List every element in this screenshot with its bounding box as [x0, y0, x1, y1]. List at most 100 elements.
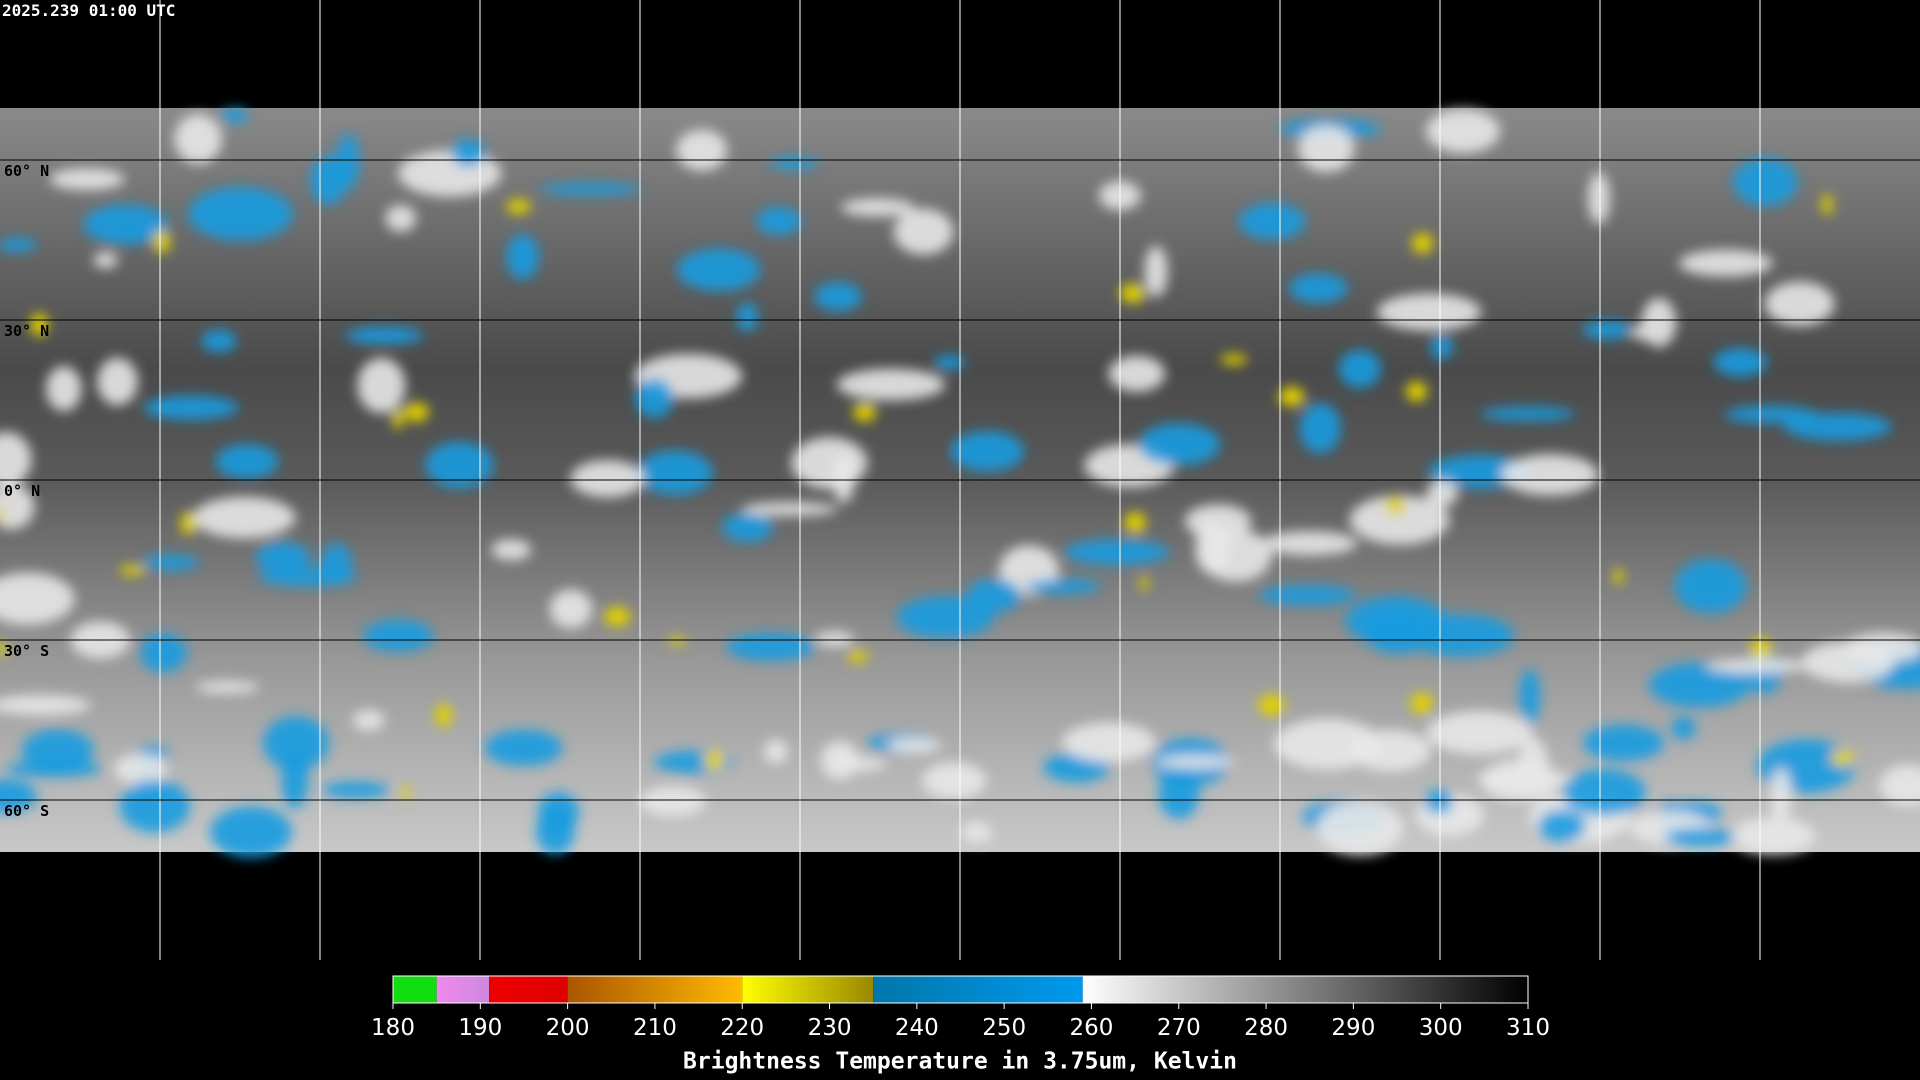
cloud — [1844, 632, 1920, 663]
cloud — [451, 138, 486, 167]
cold-cloud-top — [1278, 386, 1305, 407]
cloud — [676, 248, 761, 292]
cloud — [1426, 480, 1458, 507]
cloud — [119, 779, 191, 833]
cloud — [21, 729, 94, 771]
cloud — [1425, 109, 1501, 154]
cloud — [756, 206, 802, 235]
cloud — [1376, 293, 1482, 331]
cloud — [321, 781, 390, 798]
cloud — [255, 541, 311, 574]
cloud — [1783, 412, 1892, 441]
colorbar-tick-label: 210 — [633, 1015, 677, 1041]
colorbar-tick-label: 250 — [982, 1015, 1026, 1041]
cloud-layer — [0, 108, 1920, 858]
cloud — [1273, 718, 1381, 770]
timestamp: 2025.239 01:00 UTC — [2, 1, 175, 20]
colorbar-tick-label: 290 — [1331, 1015, 1375, 1041]
cloud — [220, 108, 249, 123]
cloud — [1588, 172, 1610, 225]
cold-cloud-top — [1410, 692, 1433, 715]
cloud — [345, 326, 424, 345]
cloud — [769, 157, 818, 170]
cloud — [49, 168, 125, 191]
cloud — [484, 729, 563, 767]
colorbar-tick-label: 230 — [808, 1015, 852, 1041]
cold-cloud-top — [392, 408, 403, 430]
cloud — [201, 329, 237, 353]
colorbar-segment — [567, 976, 743, 1003]
cloud — [1297, 125, 1355, 173]
cloud — [1338, 349, 1382, 388]
colorbar-tick-label: 190 — [458, 1015, 502, 1041]
cloud — [676, 129, 728, 171]
cold-cloud-top — [1750, 637, 1772, 660]
cloud — [491, 539, 532, 561]
cold-cloud-top — [1124, 512, 1146, 534]
cloud — [721, 512, 774, 542]
cloud — [1537, 809, 1587, 842]
cloud — [549, 589, 593, 629]
cloud — [352, 709, 385, 731]
cloud — [836, 368, 946, 401]
cloud — [1706, 658, 1809, 674]
cloud — [763, 739, 788, 764]
cloud — [425, 441, 494, 488]
cloud — [385, 205, 417, 232]
cloud — [1641, 297, 1677, 348]
cloud — [113, 753, 168, 785]
cloud — [1156, 755, 1236, 769]
colorbar-frame — [392, 975, 1529, 1004]
cloud — [0, 432, 32, 487]
cold-cloud-top — [506, 199, 531, 214]
colorbar-tick-label: 220 — [720, 1015, 764, 1041]
cloud — [1583, 724, 1665, 762]
cloud — [840, 198, 915, 217]
colorbar-segment — [489, 976, 568, 1003]
cloud — [1261, 531, 1358, 556]
cloud — [174, 114, 222, 164]
cloud — [1349, 495, 1450, 545]
cloud — [262, 715, 329, 771]
cloud — [1480, 406, 1576, 421]
cloud — [537, 791, 580, 833]
cold-cloud-top — [1821, 193, 1833, 216]
cloud — [210, 806, 293, 858]
cloud — [961, 821, 993, 844]
cold-cloud-top — [153, 230, 171, 254]
cloud — [142, 554, 200, 571]
cloud — [0, 779, 38, 813]
cold-cloud-top — [852, 402, 877, 422]
cold-cloud-top — [435, 703, 452, 728]
cold-cloud-top — [1139, 575, 1149, 591]
latitude-label: 0° N — [4, 482, 40, 500]
colorbar-segment — [742, 976, 874, 1003]
cloud — [45, 366, 82, 412]
cloud — [726, 633, 816, 661]
cloud — [1063, 539, 1170, 565]
cloud — [1631, 325, 1653, 340]
cold-cloud-top — [1411, 232, 1434, 254]
cloud — [0, 237, 37, 252]
latitude-label: 60° N — [4, 162, 49, 180]
cloud — [1501, 454, 1599, 496]
cold-cloud-top — [400, 786, 411, 799]
latitude-label: 30° S — [4, 642, 49, 660]
cloud — [639, 786, 706, 817]
cloud — [1137, 423, 1221, 466]
cloud — [896, 596, 995, 639]
cloud — [1062, 722, 1156, 763]
colorbar-tick-label: 180 — [371, 1015, 415, 1041]
cloud — [741, 502, 838, 516]
cloud — [1426, 711, 1533, 755]
cloud — [1732, 157, 1798, 207]
colorbar-tick-label: 240 — [895, 1015, 939, 1041]
cloud — [736, 302, 758, 332]
cloud — [0, 695, 91, 716]
cloud — [1665, 827, 1736, 847]
cold-cloud-top — [0, 643, 9, 655]
cold-cloud-top — [1830, 750, 1855, 767]
cloud — [1671, 716, 1696, 740]
